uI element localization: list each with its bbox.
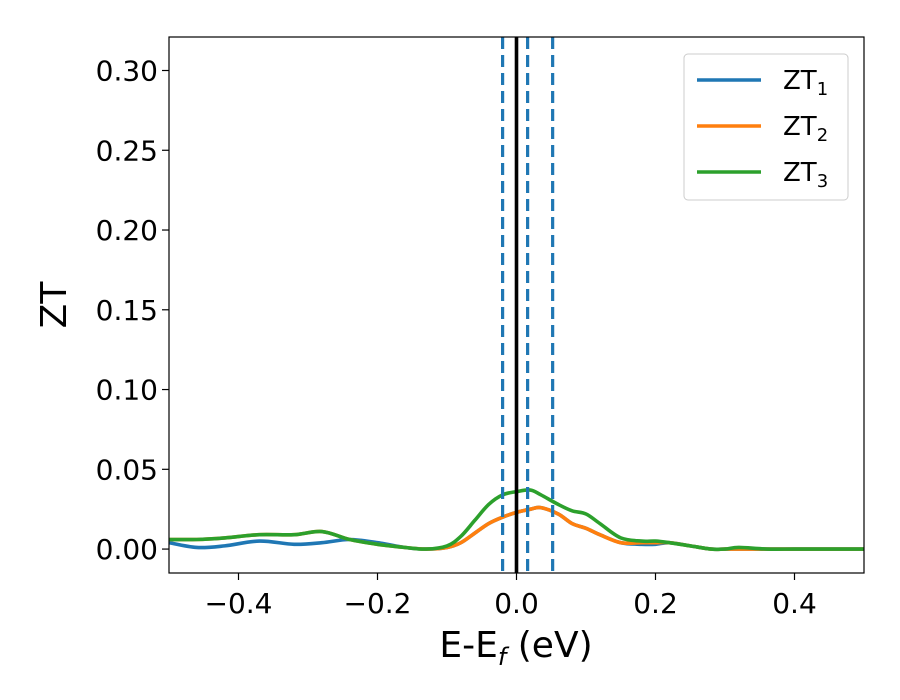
legend: ZT1 ZT2 ZT3: [683, 53, 849, 201]
y-tick-label: 0.00: [96, 533, 158, 566]
x-tick-label: 0.4: [772, 587, 817, 620]
y-tick-label: 0.30: [96, 55, 158, 88]
y-tick-label: 0.20: [96, 214, 158, 247]
y-tick-label: 0.10: [96, 374, 158, 407]
y-axis-title: ZT: [34, 281, 75, 329]
legend-entries: ZT1 ZT2 ZT3: [697, 66, 828, 192]
x-tick-label: −0.2: [344, 587, 412, 620]
x-tick-label: 0.2: [633, 587, 678, 620]
x-axis-title: E-Ef (eV): [439, 625, 592, 671]
legend-label-3: ZT3: [783, 158, 828, 192]
y-tick-label: 0.15: [96, 294, 158, 327]
y-tick-label: 0.05: [96, 453, 158, 486]
x-tick-label: −0.4: [205, 587, 273, 620]
legend-box: [683, 53, 849, 201]
series-layer: [169, 488, 864, 552]
legend-label-2: ZT2: [783, 112, 828, 146]
legend-label-1: ZT1: [783, 66, 828, 100]
series-line-3: [169, 488, 864, 552]
x-axis-ticks: −0.4 −0.2 0.0 0.2 0.4: [205, 573, 817, 620]
y-tick-label: 0.25: [96, 134, 158, 167]
vline-layer: [501, 37, 555, 573]
x-tick-label: 0.0: [494, 587, 539, 620]
y-axis-ticks: 0.00 0.05 0.10 0.15 0.20 0.25 0.30: [96, 55, 169, 566]
